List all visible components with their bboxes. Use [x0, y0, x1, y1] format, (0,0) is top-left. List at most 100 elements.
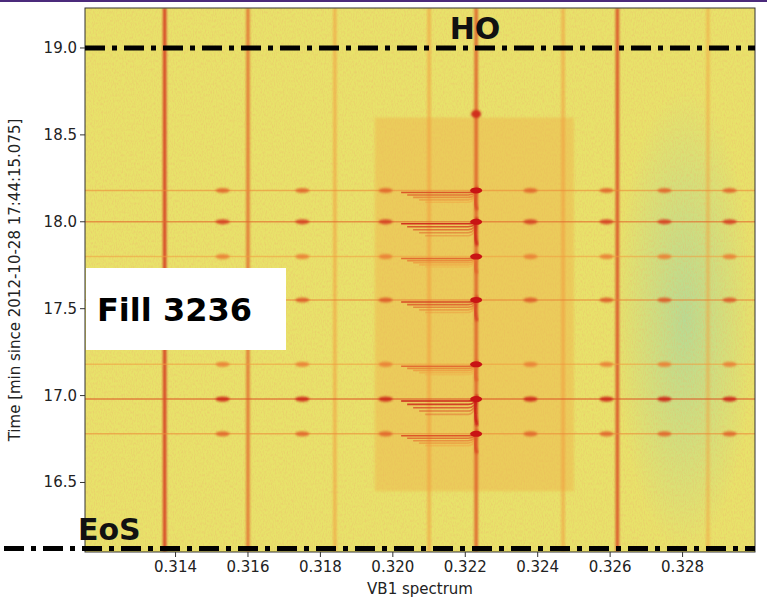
y-axis-title: Time [min since 2012-10-28 17:44:15.075]: [6, 119, 24, 443]
event-line: [85, 433, 755, 435]
spot: [471, 110, 481, 118]
marker-line: [4, 546, 755, 551]
chart: 0.3140.3160.3180.3200.3220.3240.3260.328…: [0, 0, 767, 604]
sideband-peak: [216, 254, 230, 259]
chirp: [413, 189, 477, 197]
chirp: [425, 398, 477, 414]
sideband-peak: [723, 362, 737, 367]
background: [85, 8, 755, 552]
sideband-peak: [657, 219, 671, 224]
annotation-box: [86, 268, 286, 350]
x-tick-label: 0.316: [226, 558, 269, 576]
marker-label: EoS: [78, 512, 141, 547]
frame: [85, 8, 755, 552]
chirp: [401, 299, 477, 302]
sideband-peak: [657, 254, 671, 259]
plot-area: [85, 8, 755, 552]
x-tick: [247, 552, 248, 557]
y-tick-label: 18.5: [44, 126, 77, 144]
chirp: [401, 189, 477, 192]
sideband-peak: [723, 297, 737, 302]
chirp: [413, 221, 477, 230]
chirp: [401, 256, 477, 259]
sideband-peak: [379, 431, 393, 436]
event-line: [85, 190, 755, 192]
y-tick: [80, 308, 85, 309]
chirp: [407, 189, 477, 194]
header-bar: [0, 0, 767, 2]
event-line: [85, 256, 755, 258]
chirp: [407, 256, 477, 261]
event-line: [85, 363, 755, 365]
chirp: [401, 221, 477, 224]
sideband-peak: [600, 254, 614, 259]
chirp: [419, 189, 477, 199]
y-tick: [80, 395, 85, 396]
sideband-peak: [523, 431, 537, 436]
sideband-peak: [723, 188, 737, 193]
sideband-peak: [379, 254, 393, 259]
sideband-peak: [295, 219, 309, 224]
sideband-peak: [216, 396, 230, 401]
sideband-peak: [600, 188, 614, 193]
sideband-peak: [523, 188, 537, 193]
sideband-peak: [523, 396, 537, 401]
chirp: [401, 398, 477, 401]
sideband-peak: [723, 219, 737, 224]
chirp: [425, 221, 477, 236]
x-tick: [175, 552, 176, 557]
sideband-peak: [216, 219, 230, 224]
chirp: [419, 256, 477, 265]
x-tick-label: 0.318: [299, 558, 342, 576]
chirp: [401, 363, 477, 366]
chirp: [413, 398, 477, 408]
spectral-line: [706, 8, 710, 552]
y-tick: [80, 221, 85, 222]
chirp: [407, 398, 477, 404]
sideband-peak: [523, 219, 537, 224]
chirp: [407, 363, 477, 368]
sideband-peak: [379, 396, 393, 401]
sideband-peak: [379, 297, 393, 302]
sideband-peak: [379, 362, 393, 367]
center-peak: [470, 396, 482, 402]
chirp: [425, 256, 477, 267]
chirp: [413, 363, 477, 370]
center-peak: [470, 254, 482, 260]
marker-line: [85, 45, 755, 50]
marker-label: HO: [450, 11, 501, 46]
chirp: [407, 221, 477, 227]
center-peak: [470, 431, 482, 437]
event-line: [85, 398, 755, 400]
chirp: [425, 299, 477, 313]
sideband-peak: [295, 362, 309, 367]
chirp: [419, 398, 477, 411]
y-tick-label: 16.5: [44, 473, 77, 491]
chirp: [401, 433, 477, 436]
x-tick-label: 0.328: [661, 558, 704, 576]
chirp: [419, 433, 477, 443]
sideband-peak: [600, 362, 614, 367]
sideband-peak: [379, 188, 393, 193]
x-tick: [320, 552, 321, 557]
sideband-peak: [657, 188, 671, 193]
chirp: [407, 299, 477, 305]
x-tick: [465, 552, 466, 557]
y-tick-label: 19.0: [44, 39, 77, 57]
sideband-peak: [523, 297, 537, 302]
y-tick: [80, 134, 85, 135]
chirp: [419, 299, 477, 310]
y-tick: [80, 482, 85, 483]
chirp: [425, 363, 477, 374]
y-tick: [80, 47, 85, 48]
x-tick-label: 0.314: [154, 558, 197, 576]
x-axis-title: VB1 spectrum: [367, 580, 473, 598]
y-tick-label: 17.0: [44, 387, 77, 405]
event-line: [85, 221, 755, 223]
chirp: [413, 433, 477, 441]
x-tick-label: 0.326: [589, 558, 632, 576]
chirp: [413, 299, 477, 307]
spectral-line: [474, 8, 478, 552]
sideband-peak: [600, 219, 614, 224]
sideband-peak: [657, 362, 671, 367]
